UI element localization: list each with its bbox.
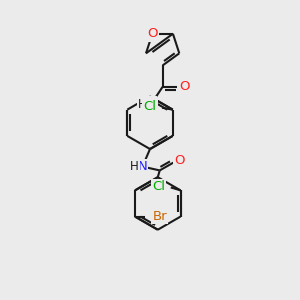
Text: O: O (179, 80, 189, 93)
Text: N: N (146, 98, 156, 111)
Text: N: N (137, 160, 147, 173)
Text: H: H (138, 98, 147, 111)
Text: O: O (147, 27, 158, 40)
Text: Br: Br (152, 210, 167, 223)
Text: H: H (130, 160, 139, 173)
Text: Cl: Cl (152, 180, 165, 193)
Text: Cl: Cl (143, 100, 156, 113)
Text: O: O (174, 154, 184, 167)
